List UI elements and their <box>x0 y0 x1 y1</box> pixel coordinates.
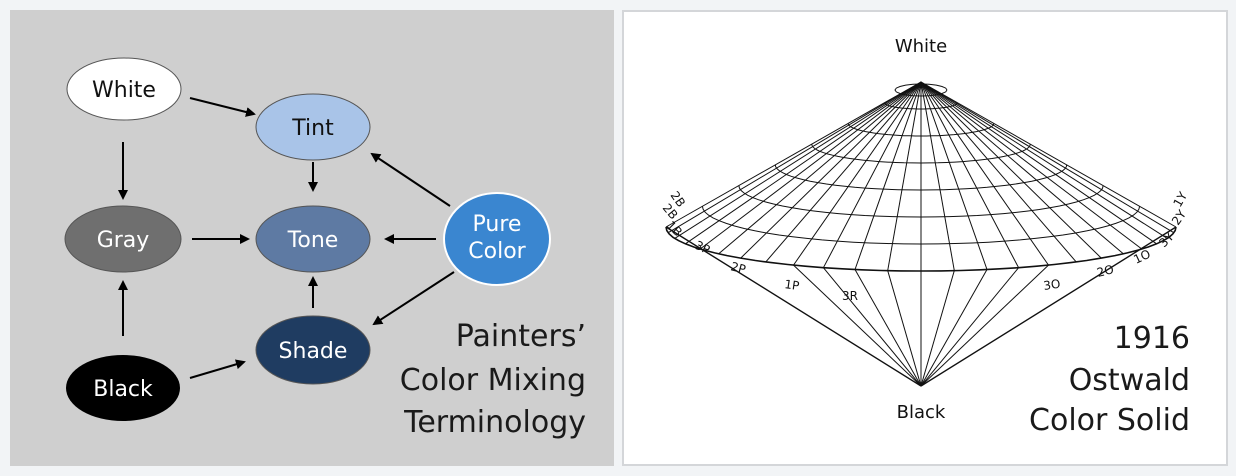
lower-cone-line <box>920 270 955 387</box>
cone-meridian-line <box>740 81 922 259</box>
cone-meridian-line <box>822 81 922 268</box>
node-gray-label: Gray <box>97 228 150 253</box>
cone-meridian-line <box>920 81 1049 266</box>
left-caption-line3: Terminology <box>403 405 586 440</box>
cone-meridian-line <box>920 81 1157 245</box>
cone-meridian-line <box>674 81 922 239</box>
cone-meridian-line <box>920 81 1168 239</box>
node-shade-shape <box>255 315 371 385</box>
lower-cone-line <box>793 264 922 387</box>
cone-meridian-line <box>920 81 1077 263</box>
node-black-label: Black <box>93 377 153 402</box>
arrow-black-to-shade <box>189 359 246 379</box>
cone-meridian-line <box>887 81 922 271</box>
arrow-pure-to-tint <box>370 152 451 207</box>
node-tint: Tint <box>255 93 371 161</box>
node-tone-shape <box>255 205 371 273</box>
node-pure-color-label-line2: Color <box>468 239 526 264</box>
rim-label-1p: 1P <box>784 277 801 293</box>
solid-bottom-label: Black <box>897 402 946 423</box>
node-white-label: White <box>92 78 156 103</box>
lower-cone-line <box>920 269 988 387</box>
node-gray-shape <box>64 205 182 273</box>
cone-meridian-line <box>665 81 922 228</box>
lower-cone-line <box>920 267 1019 387</box>
lower-cone-edge-line <box>665 226 922 387</box>
ostwald-color-solid-drawing: White Black 2B 2B 1B 3P 2P 1P 3R 3O 2O 1… <box>660 36 1191 438</box>
node-tone-label: Tone <box>287 228 339 253</box>
lower-cone-line <box>854 269 922 387</box>
rim-label-3o: 3O <box>1042 277 1061 293</box>
arrow-white-to-tint <box>189 97 256 117</box>
cone-meridian-line <box>920 81 1177 228</box>
node-white-shape <box>66 57 182 121</box>
cone-meridian-line <box>667 81 922 234</box>
rim-label-2o: 2O <box>1095 262 1115 280</box>
node-tone: Tone <box>255 205 371 273</box>
rim-label-1y: 1Y <box>1170 189 1190 210</box>
node-black: Black <box>66 355 180 421</box>
lower-cone-line <box>920 264 1049 387</box>
node-pure-color-label-line1: Pure <box>473 212 522 237</box>
node-tint-label: Tint <box>291 116 334 141</box>
left-caption-line2: Color Mixing <box>400 363 586 398</box>
lower-cone-line <box>823 267 922 387</box>
cone-meridian-line <box>920 81 1102 259</box>
rim-label-1o: 1O <box>1131 247 1152 267</box>
cone-meridian-line <box>920 81 1020 268</box>
node-black-shape <box>66 355 180 421</box>
lower-cone-line <box>887 270 922 387</box>
cone-meridian-line <box>920 81 955 271</box>
cone-meridian-line <box>685 81 922 245</box>
node-pure-color: Pure Color <box>443 192 551 286</box>
cone-meridian-line <box>718 81 922 255</box>
cone-meridian-line <box>920 81 1175 234</box>
node-white: White <box>66 57 182 121</box>
rim-label-3r: 3R <box>842 289 858 303</box>
cone-meridian-line <box>699 81 922 250</box>
cone-meridian-line <box>854 81 922 270</box>
ostwald-color-solid-panel: White Black 2B 2B 1B 3P 2P 1P 3R 3O 2O 1… <box>622 10 1228 466</box>
color-mixing-diagram-panel: White Tint Gray Tone Pure Color Shade <box>10 10 614 466</box>
node-shade: Shade <box>255 315 371 385</box>
right-caption-line2: Ostwald <box>1069 363 1190 398</box>
color-solid-wireframe <box>665 81 1177 387</box>
node-shade-label: Shade <box>279 339 348 364</box>
node-tint-shape <box>255 93 371 161</box>
cone-meridian-line <box>920 81 1143 250</box>
right-caption-line1: 1916 <box>1114 321 1190 356</box>
cone-meridian-line <box>920 81 988 270</box>
cone-meridian-line <box>765 81 922 263</box>
cone-meridian-line <box>793 81 922 266</box>
cone-meridian-line <box>920 81 1124 255</box>
right-caption-line3: Color Solid <box>1029 403 1190 438</box>
node-gray: Gray <box>64 205 182 273</box>
top-cap-outline <box>894 83 948 97</box>
left-caption-line1: Painters’ <box>456 319 586 354</box>
node-pure-color-shape <box>443 192 551 286</box>
rim-label-3p: 3P <box>693 238 712 257</box>
arrow-pure-to-shade <box>372 271 455 326</box>
color-mixing-diagram: White Tint Gray Tone Pure Color Shade <box>64 57 586 440</box>
solid-top-label: White <box>895 36 947 57</box>
lower-cone-edge-line <box>920 226 1177 387</box>
rim-label-2p: 2P <box>729 259 747 276</box>
